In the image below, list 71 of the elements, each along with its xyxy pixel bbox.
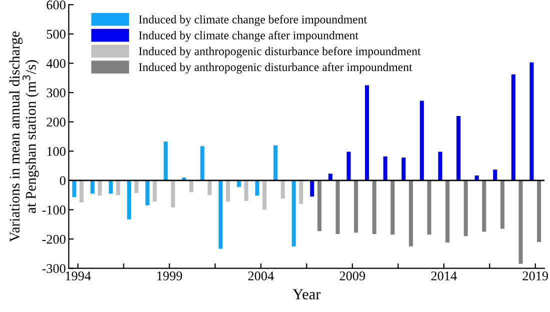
bar [456, 116, 461, 180]
bar [383, 156, 388, 180]
legend-label: Induced by anthropogenic disturbance before impoundment [138, 46, 421, 58]
bar [446, 180, 450, 243]
bar [511, 74, 516, 180]
y-tick-label: 400 [46, 59, 66, 68]
bar [127, 180, 132, 220]
bar [372, 180, 376, 234]
bar [402, 158, 406, 180]
bar [390, 180, 395, 235]
x-tick-label: 1999 [157, 272, 182, 280]
x-tick-label: 1994 [66, 272, 91, 280]
x-tick-label: 2004 [248, 271, 274, 280]
bar [427, 180, 432, 235]
y-tick-label: -300 [42, 264, 66, 274]
bar [255, 180, 260, 196]
bar [208, 180, 212, 196]
bar [464, 180, 468, 236]
bar [299, 180, 304, 204]
bar [537, 180, 542, 242]
bar [134, 180, 138, 194]
bar [310, 180, 314, 197]
bar [317, 180, 322, 232]
y-tick-label: 300 [46, 88, 66, 98]
y-axis-title: Variations in mean annual discharge at Pengshan station (m$^{3}$/s) [9, 31, 39, 242]
bar [280, 180, 285, 199]
bar [116, 180, 120, 196]
bar [500, 180, 504, 229]
bar [98, 180, 102, 196]
bar [364, 85, 370, 180]
bar [262, 180, 267, 210]
x-tick-label: 2009 [340, 271, 366, 280]
bar [152, 180, 157, 202]
bar [493, 170, 498, 180]
bar [145, 180, 150, 206]
bar [530, 62, 534, 180]
y-tick-label: -100 [42, 206, 66, 214]
bar [518, 180, 523, 264]
bar [292, 180, 296, 246]
x-axis-title: Year [292, 289, 321, 300]
bar [164, 141, 168, 180]
legend-label: Induced by climate change before impoundment [138, 15, 367, 26]
y-tick-label: 600 [46, 0, 66, 10]
legend-label: Induced by anthropogenic disturbance after impoundment [138, 62, 412, 74]
y-tick-label: 100 [47, 146, 66, 156]
x-tick-label: 2019 [522, 271, 548, 280]
bar [346, 152, 351, 180]
bar [438, 152, 442, 180]
bar [72, 180, 76, 198]
y-tick-label: -200 [42, 234, 66, 244]
bar [226, 180, 230, 202]
y-tick-label: 0 [60, 176, 66, 186]
bar [420, 100, 424, 180]
legend-label: Induced by climate change after impoundment [138, 30, 358, 42]
bar [408, 180, 413, 246]
bar [244, 180, 248, 201]
bar [189, 180, 194, 192]
bar [90, 180, 95, 194]
y-tick-label: 200 [46, 118, 66, 127]
bar [482, 180, 486, 232]
y-tick-label: 500 [46, 30, 66, 39]
bar [171, 180, 176, 208]
x-tick-label: 2014 [431, 271, 457, 280]
bar [108, 180, 113, 194]
bar [236, 180, 241, 187]
bar [274, 145, 278, 180]
bar [336, 180, 340, 234]
bar [354, 180, 358, 233]
bar [200, 146, 204, 180]
bar [80, 180, 84, 202]
bar [218, 180, 223, 249]
